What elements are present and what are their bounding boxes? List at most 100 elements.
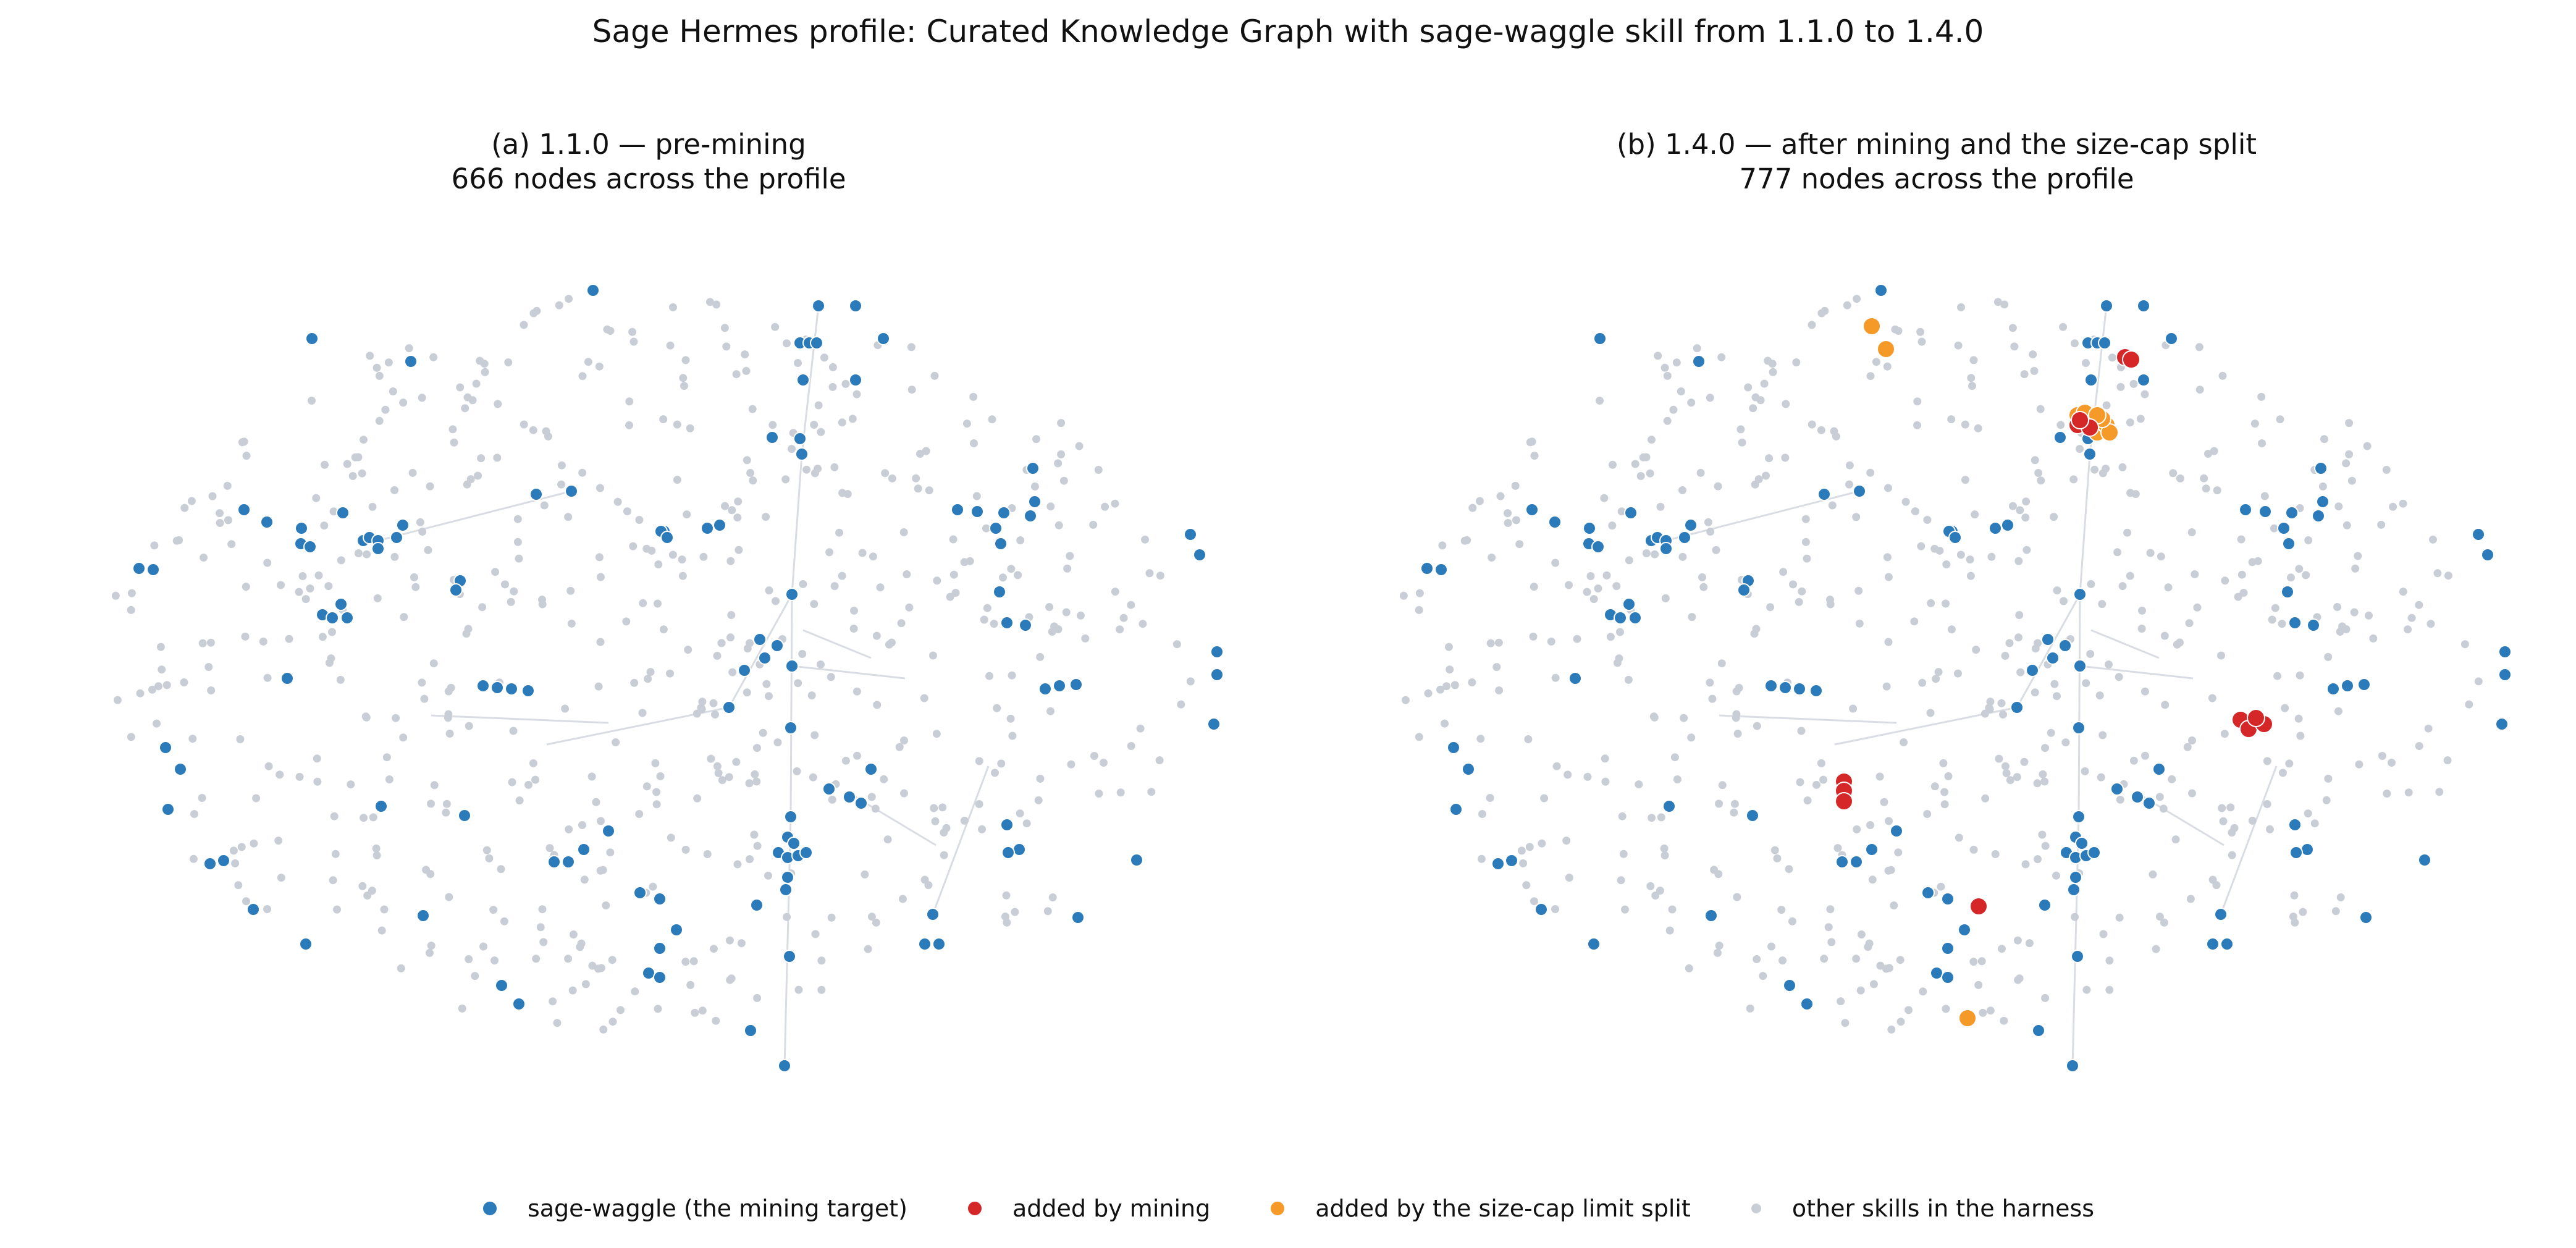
other-skill-node bbox=[1075, 442, 1084, 450]
other-skill-node bbox=[2399, 499, 2407, 508]
other-skill-node bbox=[578, 372, 587, 381]
other-skill-node bbox=[2082, 359, 2090, 367]
other-skill-node bbox=[2263, 800, 2271, 808]
sage-waggle-node bbox=[849, 299, 862, 313]
other-skill-node bbox=[1896, 956, 1905, 964]
sage-waggle-node bbox=[864, 762, 878, 776]
other-skill-node bbox=[295, 588, 303, 596]
other-skill-node bbox=[825, 548, 834, 557]
other-skill-node bbox=[817, 985, 826, 994]
other-skill-node bbox=[726, 633, 734, 642]
legend-item-other: other skills in the harness bbox=[1749, 1195, 2094, 1222]
sage-waggle-node bbox=[246, 903, 260, 916]
other-skill-node bbox=[410, 573, 418, 581]
other-skill-node bbox=[298, 572, 307, 580]
other-skill-node bbox=[1156, 571, 1164, 580]
sage-waggle-node bbox=[1989, 521, 2002, 535]
other-skill-node bbox=[242, 897, 250, 906]
other-skill-node bbox=[991, 769, 999, 777]
other-skill-node bbox=[2474, 677, 2483, 686]
other-skill-node bbox=[2105, 985, 2114, 994]
other-skill-node bbox=[1054, 521, 1063, 529]
other-skill-node bbox=[2230, 824, 2239, 832]
other-skill-node bbox=[1600, 494, 1609, 502]
sage-waggle-nodes bbox=[132, 284, 1224, 1073]
other-skill-node bbox=[1987, 552, 1996, 561]
other-skill-node bbox=[538, 596, 546, 604]
other-skill-node bbox=[1606, 633, 1615, 641]
other-skill-node bbox=[416, 518, 424, 526]
other-skill-node bbox=[1706, 528, 1715, 536]
sage-waggle-node bbox=[280, 672, 294, 685]
other-skill-node bbox=[274, 837, 283, 845]
sage-waggle-node bbox=[822, 782, 836, 796]
other-skill-node bbox=[2031, 688, 2039, 697]
other-skill-node bbox=[1880, 798, 1888, 806]
other-skill-node bbox=[190, 810, 198, 818]
other-skill-node bbox=[1477, 854, 1486, 863]
other-skill-node bbox=[313, 754, 321, 763]
other-skill-node bbox=[264, 762, 273, 770]
other-skill-node bbox=[1876, 961, 1885, 970]
other-skill-node bbox=[301, 595, 310, 604]
other-skill-node bbox=[2310, 819, 2319, 828]
other-skill-node bbox=[1833, 844, 1842, 853]
other-skill-node bbox=[538, 905, 547, 914]
sage-waggle-node bbox=[758, 651, 772, 665]
other-skill-node bbox=[1803, 796, 1812, 805]
sage-waggle-node bbox=[1614, 611, 1627, 625]
other-skill-node bbox=[864, 945, 872, 953]
other-skill-node bbox=[1488, 554, 1496, 562]
other-skill-node bbox=[1608, 521, 1617, 530]
sage-waggle-node bbox=[1071, 911, 1085, 924]
edge bbox=[2220, 765, 2278, 915]
other-skill-node bbox=[1894, 848, 1903, 857]
other-skill-node bbox=[1901, 497, 1910, 506]
other-skill-node bbox=[1139, 620, 1147, 628]
other-skill-node bbox=[1732, 714, 1740, 722]
other-skill-node bbox=[932, 730, 941, 738]
other-skill-node bbox=[238, 438, 246, 447]
other-skill-node bbox=[392, 714, 400, 722]
other-skill-node bbox=[835, 528, 844, 537]
other-skill-node bbox=[2037, 476, 2045, 485]
edge bbox=[932, 765, 990, 915]
other-skill-node bbox=[732, 370, 741, 379]
other-skill-node bbox=[2266, 825, 2274, 833]
other-skill-node bbox=[1869, 980, 1878, 989]
other-skill-node bbox=[2239, 589, 2248, 597]
other-skill-node bbox=[762, 513, 770, 521]
other-skill-node bbox=[2365, 611, 2373, 620]
other-skill-node bbox=[1882, 682, 1891, 691]
sage-waggle-node bbox=[753, 633, 767, 646]
other-skill-node bbox=[520, 420, 528, 429]
sage-waggle-node bbox=[784, 721, 798, 735]
other-skill-node bbox=[397, 964, 405, 972]
other-skill-node bbox=[743, 688, 751, 697]
other-skill-node bbox=[1538, 839, 1546, 848]
other-skill-node bbox=[750, 830, 759, 839]
other-skill-node bbox=[2218, 804, 2226, 812]
other-skill-node bbox=[596, 573, 605, 581]
sage-waggle-node bbox=[1817, 487, 1831, 501]
other-skill-node bbox=[1969, 958, 1978, 966]
other-skill-node bbox=[2407, 613, 2416, 622]
other-skill-node bbox=[980, 615, 988, 624]
other-skill-node bbox=[743, 456, 751, 465]
other-skill-node bbox=[639, 599, 647, 607]
sage-waggle-node bbox=[1130, 853, 1143, 867]
sage-waggle-node bbox=[295, 521, 308, 535]
other-skill-node bbox=[1687, 733, 1696, 742]
other-skill-node bbox=[1008, 732, 1017, 740]
sage-waggle-node bbox=[1019, 618, 1032, 632]
sage-waggle-node bbox=[653, 971, 667, 984]
other-skill-node bbox=[520, 321, 528, 329]
other-skill-node bbox=[1648, 436, 1656, 444]
other-skill-node bbox=[328, 628, 336, 636]
sage-waggle-node bbox=[793, 432, 807, 445]
other-skill-node bbox=[608, 1018, 617, 1026]
other-skill-node bbox=[828, 795, 836, 804]
other-skill-node bbox=[916, 450, 924, 458]
other-skill-node bbox=[2000, 1016, 2008, 1025]
other-skill-node bbox=[802, 465, 811, 474]
